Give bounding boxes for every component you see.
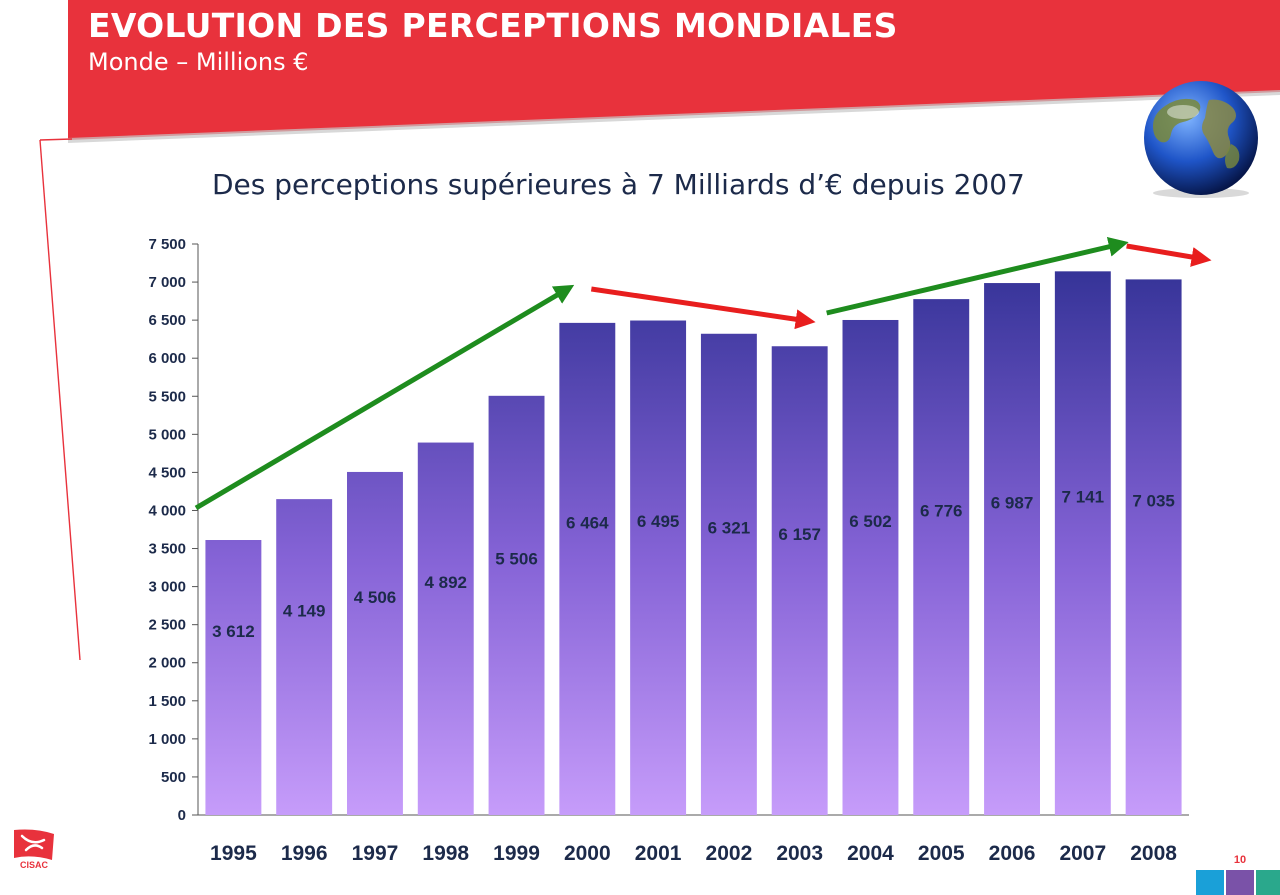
bar — [1054, 271, 1111, 815]
x-tick-label: 1995 — [210, 842, 257, 865]
data-label: 4 506 — [354, 588, 397, 607]
cisac-logo-icon: CISAC — [14, 829, 54, 870]
bar — [417, 442, 474, 815]
x-tick-label: 2002 — [706, 842, 753, 865]
y-tick-label: 0 — [178, 807, 186, 824]
data-label: 6 321 — [708, 519, 751, 538]
y-tick-label: 3 500 — [148, 541, 186, 558]
data-label: 4 149 — [283, 601, 326, 620]
bar — [488, 395, 545, 815]
growth-trend-arrow — [826, 237, 1129, 316]
footer-block-purple — [1226, 870, 1254, 895]
data-label: 6 495 — [637, 512, 680, 531]
data-label: 4 892 — [424, 573, 467, 592]
bar — [630, 320, 687, 815]
data-label: 6 502 — [849, 512, 892, 531]
page-number: 10 — [1233, 854, 1247, 866]
y-tick-label: 5 500 — [148, 388, 186, 405]
y-tick-label: 500 — [161, 769, 186, 786]
bar — [984, 283, 1040, 815]
y-tick-label: 6 000 — [148, 350, 186, 367]
data-label: 6 157 — [778, 525, 821, 544]
data-label: 3 612 — [212, 622, 255, 641]
x-tick-label: 1997 — [352, 842, 399, 865]
bar — [842, 319, 899, 815]
y-tick-label: 4 500 — [148, 464, 186, 481]
y-tick-label: 1 000 — [148, 731, 186, 748]
data-label: 6 987 — [991, 493, 1034, 512]
x-tick-label: 2008 — [1130, 842, 1177, 865]
growth-trend-arrow — [194, 284, 575, 511]
bar — [347, 471, 403, 815]
footer-block-green — [1256, 870, 1280, 895]
x-tick-label: 2004 — [847, 842, 894, 865]
header-shadow — [68, 90, 1280, 143]
x-tick-label: 1998 — [422, 842, 469, 865]
y-tick-label: 2 500 — [148, 617, 186, 634]
bar — [771, 346, 828, 815]
y-tick-label: 7 000 — [148, 274, 186, 291]
x-tick-label: 2003 — [776, 842, 823, 865]
data-label: 6 464 — [566, 513, 609, 532]
x-tick-label: 2006 — [989, 842, 1036, 865]
x-tick-label: 2005 — [918, 842, 965, 865]
logo-text: CISAC — [20, 860, 49, 870]
decline-trend-arrow — [590, 286, 816, 330]
footer-block-blue — [1196, 870, 1224, 895]
top-accent-line — [39, 138, 73, 141]
bar — [1125, 279, 1182, 816]
decline-trend-arrow — [1126, 243, 1212, 267]
y-tick-label: 5 000 — [148, 426, 186, 443]
x-tick-label: 2001 — [635, 842, 682, 865]
x-tick-label: 2000 — [564, 842, 611, 865]
chart-title: Des perceptions supérieures à 7 Milliard… — [212, 168, 1025, 201]
y-tick-label: 2 000 — [148, 655, 186, 672]
left-accent-line — [39, 139, 81, 661]
bar — [276, 499, 333, 815]
bar — [205, 540, 262, 815]
x-tick-label: 1999 — [493, 842, 540, 865]
x-tick-label: 1996 — [281, 842, 328, 865]
data-label: 7 035 — [1132, 492, 1175, 511]
data-label: 5 506 — [495, 550, 538, 569]
bar — [559, 322, 616, 815]
y-tick-label: 1 500 — [148, 693, 186, 710]
header-banner — [68, 0, 1280, 140]
slide-subtitle: Monde – Millions € — [88, 48, 309, 76]
y-tick-label: 4 000 — [148, 502, 186, 519]
bar — [700, 333, 757, 815]
bar — [913, 299, 970, 815]
y-tick-label: 7 500 — [148, 236, 186, 253]
slide-title: EVOLUTION DES PERCEPTIONS MONDIALES — [88, 6, 898, 45]
data-label: 6 776 — [920, 501, 963, 520]
x-tick-label: 2007 — [1059, 842, 1106, 865]
globe-icon — [1144, 81, 1258, 198]
y-tick-label: 6 500 — [148, 312, 186, 329]
y-tick-label: 3 000 — [148, 579, 186, 596]
data-label: 7 141 — [1062, 487, 1105, 506]
